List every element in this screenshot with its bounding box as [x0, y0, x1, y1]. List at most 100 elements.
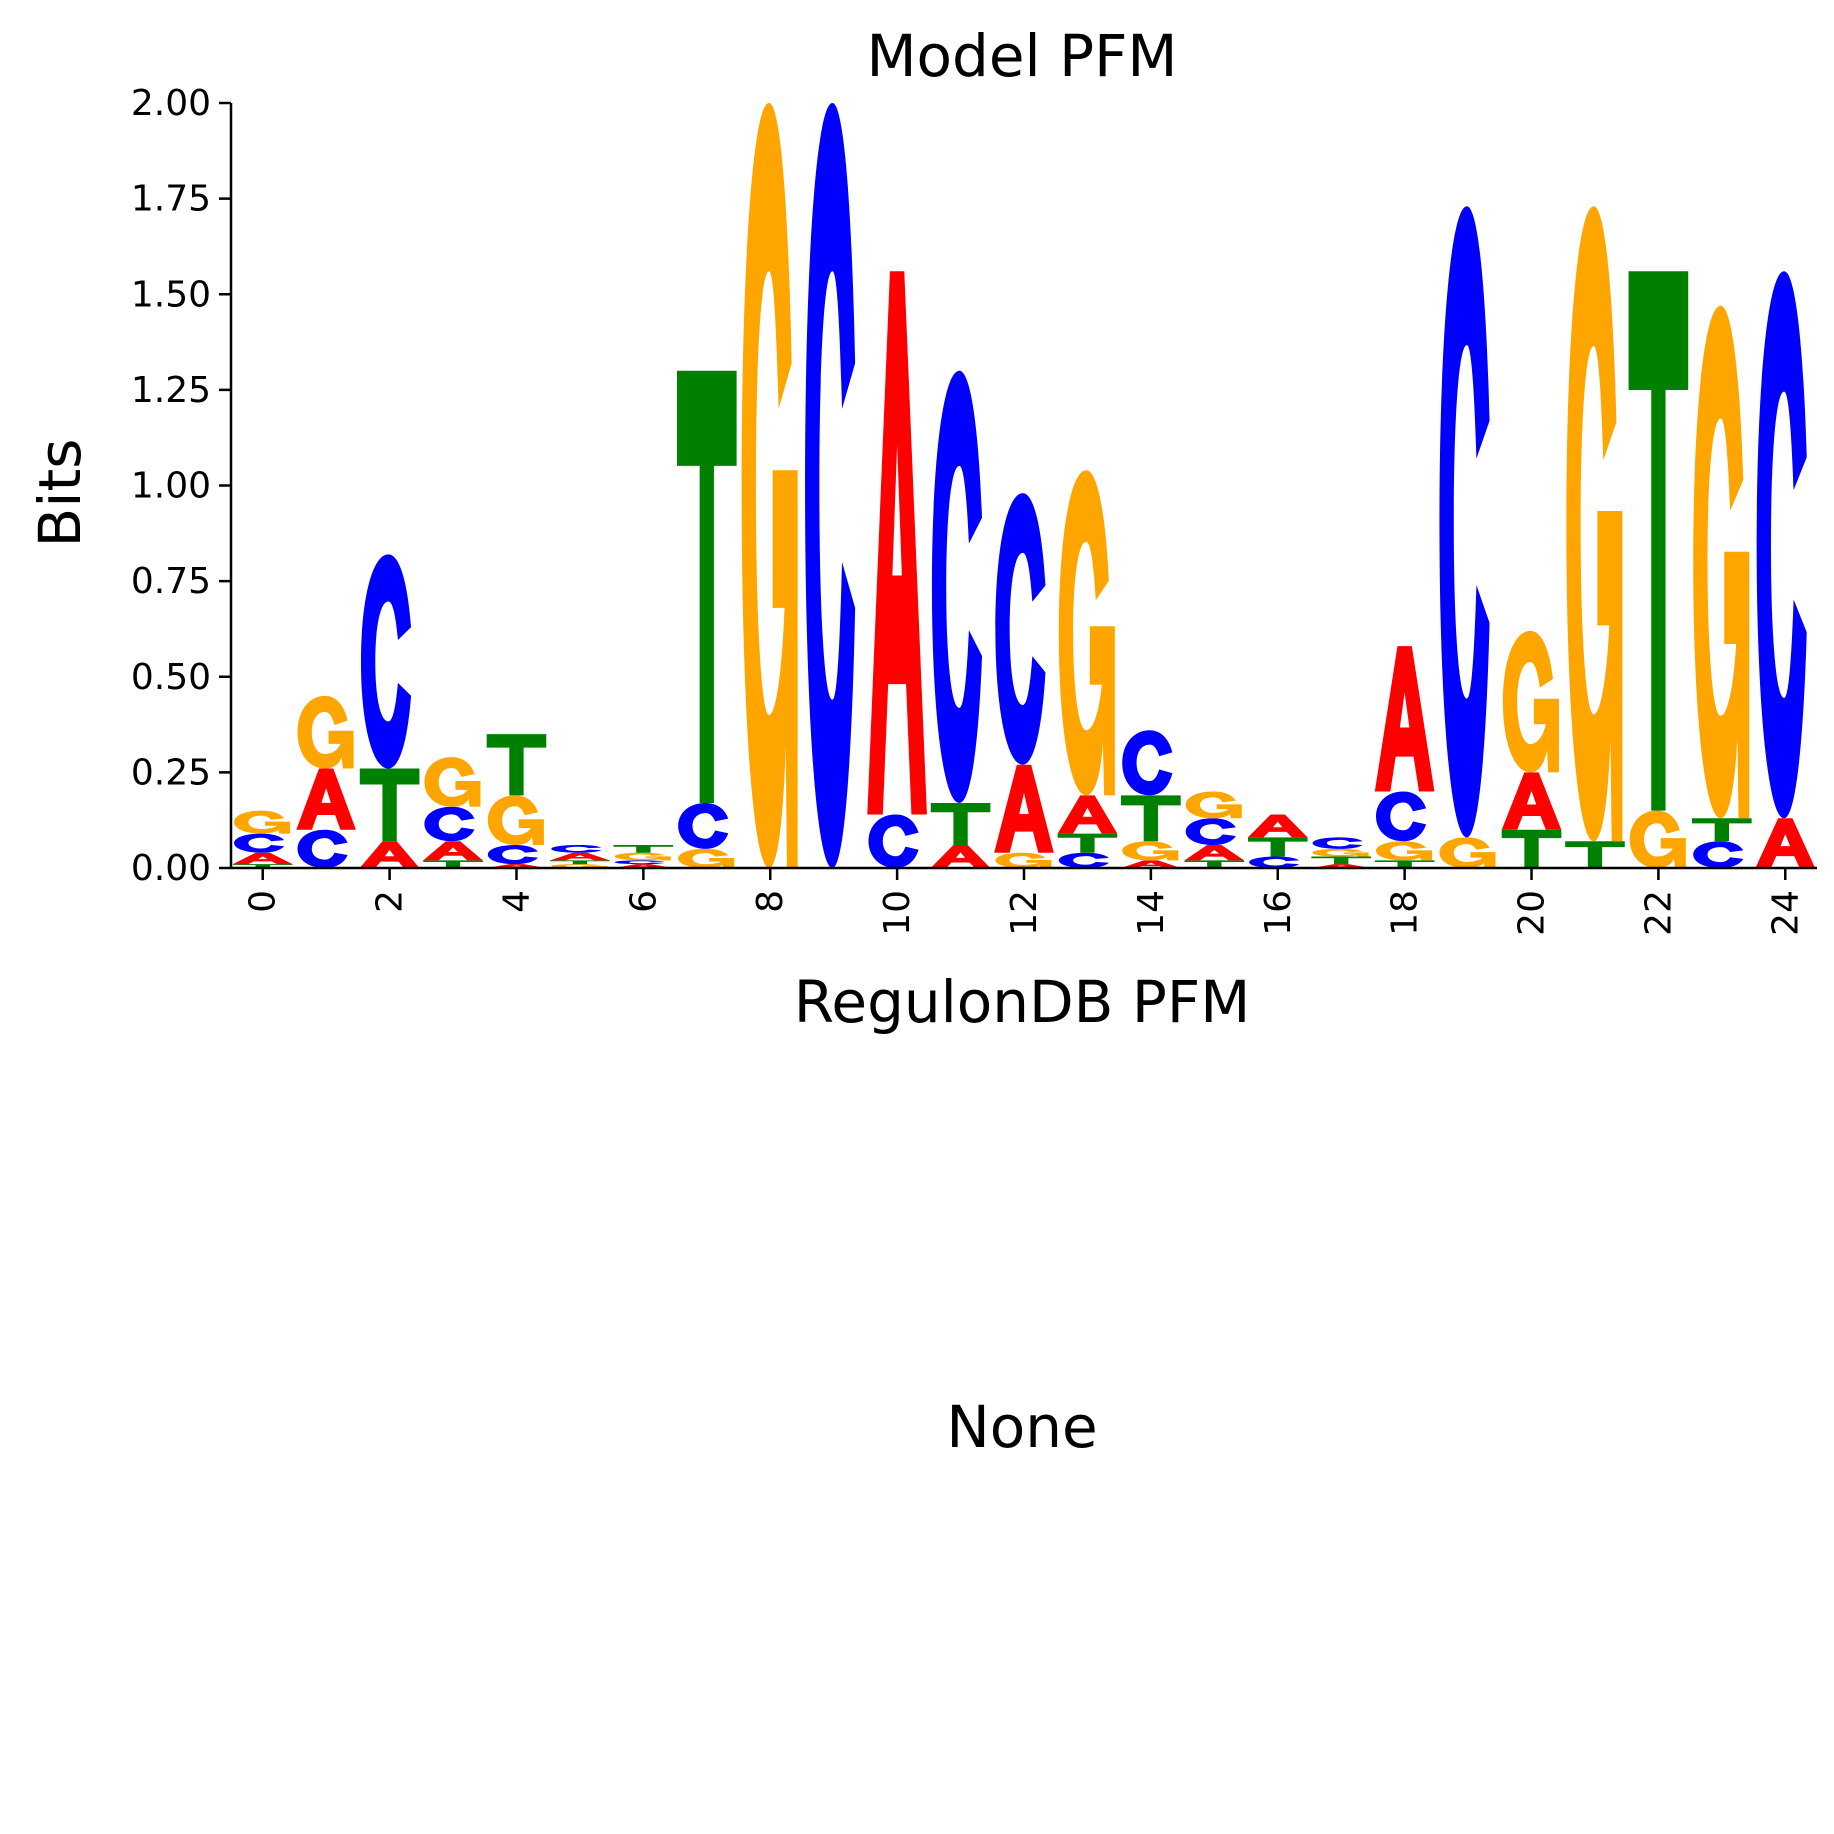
- logo-letter-A-pos-0: [232, 852, 293, 865]
- y-tick-label: 0.75: [131, 561, 211, 602]
- logo-letter-T-pos-23: [1692, 818, 1752, 842]
- logo-letter-A-pos-11: [930, 845, 991, 868]
- logo-letter-T-pos-4: [486, 734, 547, 796]
- logo-letter-C-pos-7: [678, 802, 729, 849]
- x-tick-label: 0: [243, 890, 284, 913]
- logo-letter-C-pos-6: [614, 860, 665, 865]
- logo-letter-C-pos-18: [1376, 791, 1427, 842]
- logo-letter-G-pos-0: [234, 810, 291, 834]
- x-tick-label: 18: [1385, 890, 1426, 936]
- logo-letter-T-pos-3: [423, 860, 483, 868]
- x-tick-label: 20: [1512, 890, 1553, 936]
- logo-letter-C-pos-23: [1693, 841, 1744, 869]
- logo-letter-A-pos-1: [296, 768, 356, 830]
- x-tick-label: 8: [750, 890, 791, 913]
- logo-letter-G-pos-3: [424, 757, 481, 807]
- logo-letter-T-pos-0: [232, 864, 293, 868]
- x-tick-label: 14: [1131, 890, 1172, 936]
- logo-letter-C-pos-10: [868, 814, 919, 868]
- y-tick-label: 0.00: [131, 848, 211, 889]
- x-tick-label: 12: [1004, 890, 1045, 936]
- logo-letter-A-pos-14: [1121, 860, 1181, 868]
- logo-letter-A-pos-10: [867, 271, 927, 815]
- logo-letter-A-pos-12: [994, 764, 1054, 853]
- logo-letter-A-pos-20: [1501, 772, 1562, 830]
- logo-letter-G-pos-14: [1122, 841, 1179, 861]
- y-tick-label: 2.00: [131, 83, 211, 124]
- logo-letter-G-pos-19: [1439, 837, 1496, 868]
- y-tick-label: 1.25: [131, 370, 211, 411]
- x-tick-label: 24: [1765, 890, 1806, 936]
- logo-letter-T-pos-15: [1184, 860, 1245, 868]
- logo-letter-C-pos-1: [297, 829, 348, 868]
- y-tick-label: 0.50: [131, 657, 211, 698]
- logo-letter-C-pos-9: [805, 103, 856, 868]
- logo-letter-G-pos-22: [1629, 810, 1686, 868]
- axes: 0.000.250.500.751.001.251.501.752.000 2 4 6…: [131, 83, 1817, 936]
- logo-letter-C-pos-14: [1122, 730, 1173, 796]
- chart-title: Model PFM: [867, 22, 1178, 90]
- logo-letter-C-pos-19: [1439, 206, 1490, 838]
- logo-letter-G-pos-21: [1566, 206, 1623, 842]
- logo-letter-T-pos-6: [613, 845, 674, 853]
- logo-letter-G-pos-15: [1185, 791, 1242, 819]
- logo-letter-A-pos-15: [1184, 845, 1245, 861]
- logo-letter-T-pos-2: [359, 768, 420, 842]
- y-tick-label: 0.25: [131, 752, 211, 793]
- y-tick-label: 1.75: [131, 179, 211, 220]
- logo-letter-A-pos-18: [1374, 646, 1435, 792]
- x-tick-label: 2: [370, 890, 411, 913]
- logo-letter-T-pos-13: [1057, 833, 1118, 853]
- y-axis-title: Bits: [26, 439, 94, 548]
- x-tick-label: 22: [1638, 890, 1679, 936]
- logo-letter-C-pos-3: [424, 806, 475, 842]
- x-tick-label: 10: [877, 890, 918, 936]
- logo-letter-A-pos-13: [1057, 795, 1118, 834]
- logo-letter-T-pos-18: [1374, 860, 1435, 868]
- logo-letter-T-pos-22: [1628, 271, 1689, 811]
- logo-letter-G-pos-6: [614, 852, 671, 861]
- logo-letter-G-pos-1: [297, 695, 354, 769]
- logo-letter-C-pos-11: [931, 370, 983, 803]
- logo-letter-A-pos-5: [550, 852, 610, 861]
- logo-letter-G-pos-20: [1502, 630, 1559, 773]
- logo-letter-C-pos-4: [487, 845, 538, 865]
- logo-letter-A-pos-16: [1247, 814, 1308, 838]
- empty-panel-label: None: [946, 1393, 1097, 1461]
- logo-letter-G-pos-17: [1312, 848, 1369, 857]
- logo-letter-A-pos-2: [359, 841, 420, 869]
- x-tick-label: 4: [496, 890, 537, 913]
- logo-letter-C-pos-16: [1249, 856, 1300, 868]
- y-tick-label: 1.50: [131, 274, 211, 315]
- logo-letters: [232, 103, 1816, 869]
- logo-letter-C-pos-24: [1756, 271, 1807, 819]
- logo-letter-G-pos-8: [741, 103, 798, 868]
- logo-letter-C-pos-2: [360, 554, 412, 769]
- logo-letter-C-pos-17: [1312, 837, 1363, 849]
- logo-letter-T-pos-5: [550, 860, 610, 865]
- logo-letter-C-pos-12: [995, 493, 1046, 765]
- logo-letter-C-pos-13: [1058, 852, 1109, 868]
- logo-letter-G-pos-18: [1376, 841, 1433, 861]
- logo-letter-T-pos-7: [676, 370, 737, 803]
- logo-letter-T-pos-16: [1247, 837, 1308, 857]
- logo-letter-G-pos-13: [1058, 470, 1115, 796]
- y-tick-label: 1.00: [131, 466, 211, 507]
- logo-letter-G-pos-7: [678, 848, 735, 869]
- logo-letter-C-pos-15: [1185, 818, 1236, 846]
- logo-letter-G-pos-23: [1693, 305, 1750, 819]
- logo-letter-A-pos-3: [423, 841, 483, 861]
- x-tick-label: 16: [1258, 890, 1299, 936]
- logo-letter-T-pos-17: [1311, 856, 1372, 865]
- logo-letter-C-pos-0: [234, 833, 285, 853]
- x-tick-label: 6: [623, 890, 664, 913]
- logo-letter-T-pos-20: [1501, 829, 1562, 868]
- logo-letter-C-pos-5: [551, 845, 602, 853]
- logo-letter-T-pos-11: [930, 802, 991, 846]
- logo-letter-G-pos-12: [995, 852, 1052, 868]
- logo-letter-T-pos-21: [1565, 841, 1625, 869]
- logo-letter-T-pos-14: [1121, 795, 1181, 842]
- logo-letter-G-pos-4: [487, 795, 544, 846]
- x-axis-title: RegulonDB PFM: [794, 968, 1251, 1036]
